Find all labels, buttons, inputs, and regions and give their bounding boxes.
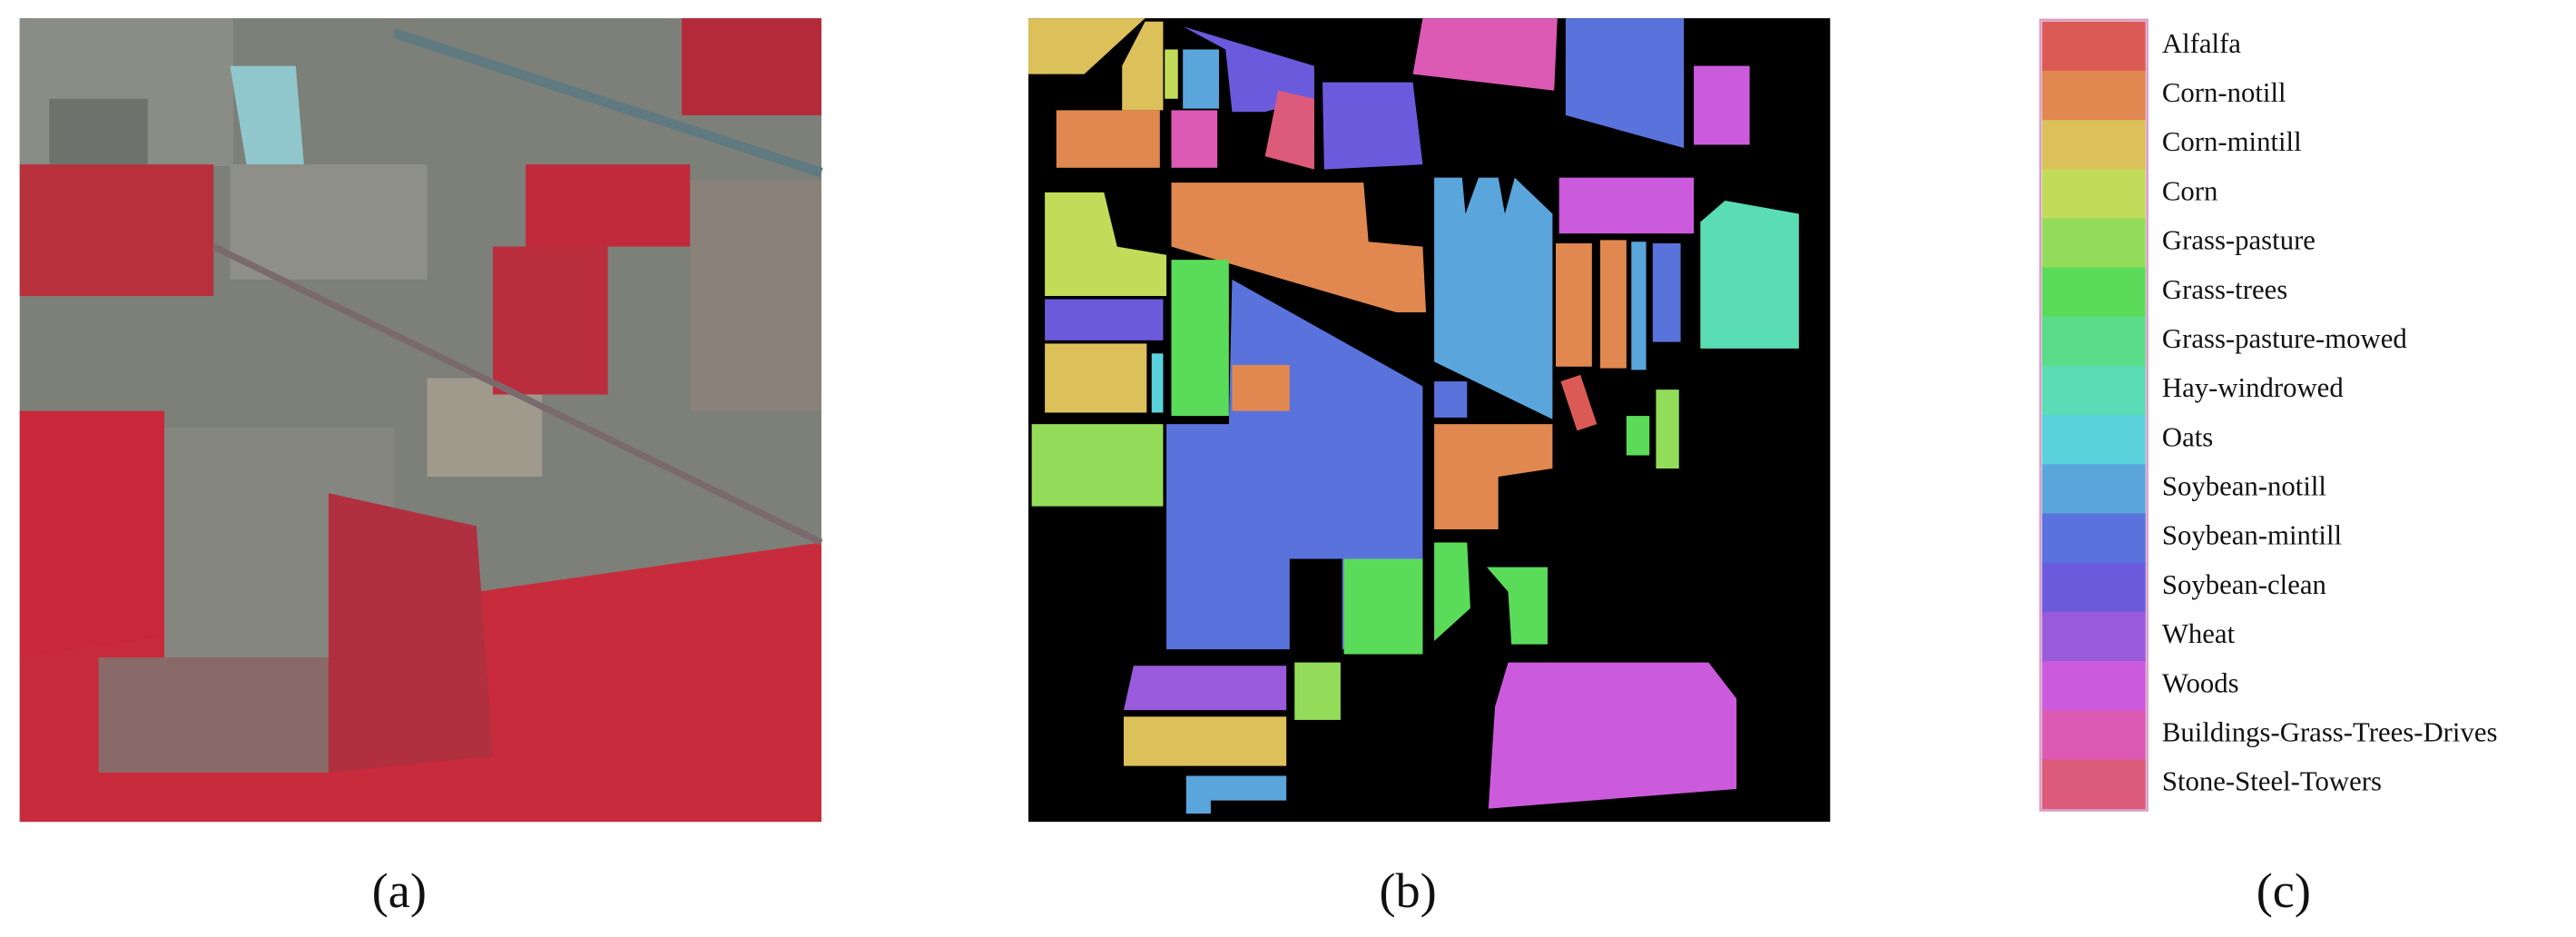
- legend-swatch: [2041, 611, 2146, 663]
- legend-swatch: [2041, 661, 2146, 712]
- legend-swatch: [2041, 365, 2146, 417]
- legend-swatch: [2041, 464, 2146, 515]
- legend-swatch: [2041, 218, 2146, 269]
- legend-label: Grass-pasture-mowed: [2162, 323, 2407, 354]
- legend-label: Woods: [2162, 667, 2239, 698]
- legend-label: Stone-Steel-Towers: [2162, 766, 2382, 797]
- legend: Alfalfa Corn-notill Corn-mintill Corn Grass-…: [2039, 18, 2498, 812]
- caption: (c): [2256, 863, 2311, 918]
- legend-label: Grass-pasture: [2162, 225, 2315, 256]
- legend-swatch: [2041, 70, 2146, 121]
- legend-label: Corn-mintill: [2162, 126, 2302, 157]
- legend-label: Corn: [2162, 175, 2218, 206]
- caption: (a): [372, 863, 427, 918]
- legend-swatch: [2041, 710, 2146, 761]
- legend-swatch: [2041, 759, 2146, 810]
- legend-swatch: [2041, 169, 2146, 220]
- caption: (b): [1379, 863, 1436, 918]
- ground-truth-map: [1028, 18, 1831, 823]
- legend-swatch: [2041, 513, 2146, 564]
- legend-swatch: [2041, 267, 2146, 318]
- legend-swatch: [2041, 21, 2146, 72]
- legend-label: Alfalfa: [2162, 28, 2241, 59]
- legend-label: Grass-trees: [2162, 274, 2287, 305]
- legend-label: Wheat: [2162, 618, 2236, 649]
- legend-label: Buildings-Grass-Trees-Drives: [2162, 716, 2498, 747]
- legend-swatch: [2041, 316, 2146, 367]
- legend-swatch: [2041, 415, 2146, 466]
- legend-label: Hay-windrowed: [2162, 372, 2344, 403]
- legend-swatch: [2041, 120, 2146, 171]
- legend-swatch: [2041, 562, 2146, 613]
- legend-label: Soybean-notill: [2162, 471, 2326, 502]
- legend-border: [2039, 18, 2148, 812]
- legend-label: Corn-notill: [2162, 77, 2286, 108]
- legend-label: Oats: [2162, 421, 2213, 452]
- legend-label: Soybean-clean: [2162, 569, 2326, 600]
- legend-label: Soybean-mintill: [2162, 520, 2342, 551]
- false-color-image: [19, 18, 823, 823]
